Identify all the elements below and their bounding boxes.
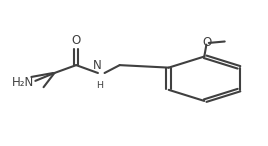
Text: O: O <box>72 34 81 47</box>
Text: H: H <box>96 81 103 90</box>
Text: O: O <box>203 36 212 49</box>
Text: N: N <box>93 59 102 72</box>
Text: H₂N: H₂N <box>12 76 34 89</box>
